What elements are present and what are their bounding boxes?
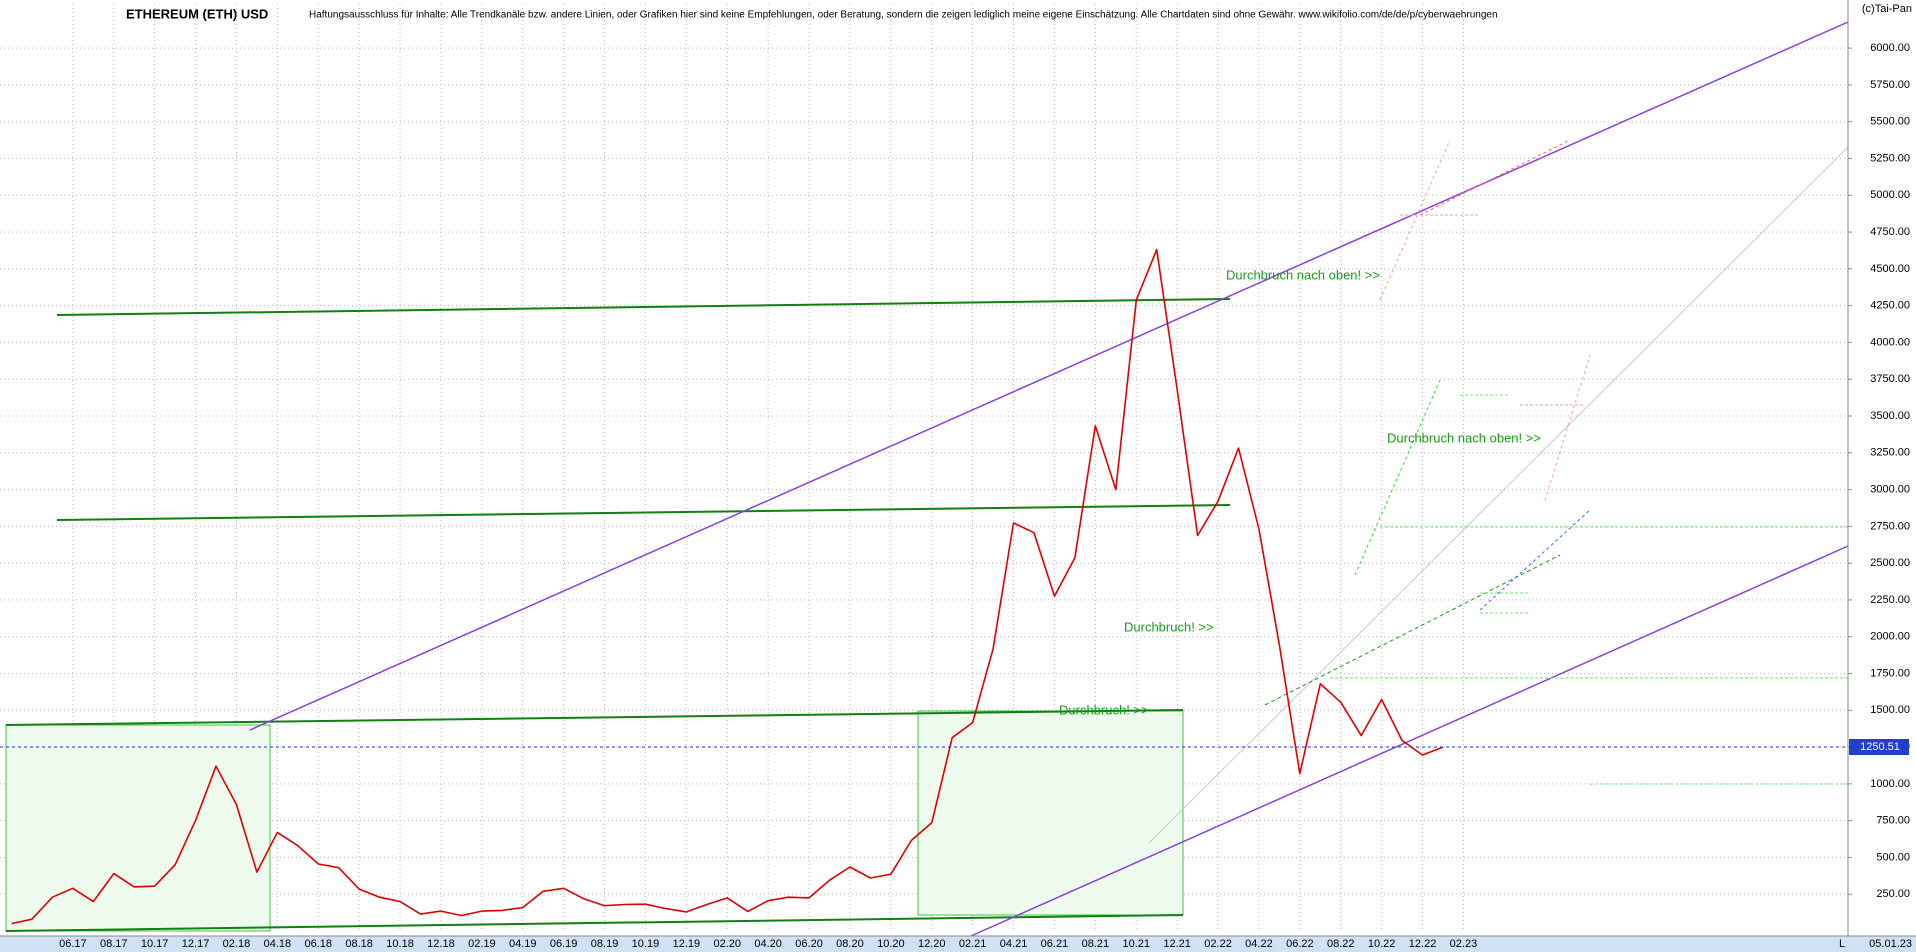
last-price-box	[1849, 738, 1909, 755]
y-tick-label: 1500.00	[1870, 704, 1910, 716]
y-axis-panel	[1848, 0, 1916, 936]
disclaimer: Haftungsausschluss für Inhalte: Alle Tre…	[309, 10, 1498, 21]
y-tick-label: 3000.00	[1870, 483, 1910, 495]
x-tick-label: 06.17	[59, 938, 87, 950]
x-tick-label: 02.20	[713, 938, 741, 950]
x-tick-label: 08.22	[1327, 938, 1355, 950]
y-tick-label: 3750.00	[1870, 373, 1910, 385]
x-tick-label: 06.18	[304, 938, 332, 950]
x-tick-label: 04.18	[264, 938, 292, 950]
x-tick-label: 06.22	[1286, 938, 1314, 950]
x-tick-label: 08.21	[1082, 938, 1110, 950]
y-tick-label: 5750.00	[1870, 79, 1910, 91]
x-tick-label: 12.21	[1163, 938, 1191, 950]
x-tick-label: 12.19	[673, 938, 701, 950]
x-tick-label: 10.20	[877, 938, 905, 950]
y-tick-label: 4000.00	[1870, 336, 1910, 348]
range-box	[917, 710, 1184, 916]
y-tick-label: 5500.00	[1870, 116, 1910, 128]
x-tick-label: 04.22	[1245, 938, 1273, 950]
trend-lines	[5, 21, 1849, 937]
x-tick-label: 06.20	[795, 938, 823, 950]
y-tick-label: 1000.00	[1870, 778, 1910, 790]
y-tick-label: 2750.00	[1870, 520, 1910, 532]
date-label: 05.01.23	[1869, 938, 1912, 950]
x-tick-label: 02.23	[1450, 938, 1478, 950]
data-layer: Durchbruch nach oben! >> Durchbruch nach …	[0, 248, 1848, 925]
x-tick-label: 02.19	[468, 938, 496, 950]
last-price-label: 1250.51	[1860, 741, 1900, 753]
x-tick-label: 02.18	[223, 938, 251, 950]
y-tick-label: 4250.00	[1870, 300, 1910, 312]
x-tick-label: 12.18	[427, 938, 455, 950]
y-tick-label: 4500.00	[1870, 263, 1910, 275]
y-tick-label: 2000.00	[1870, 631, 1910, 643]
copyright: (c)Tai-Pan	[1862, 3, 1912, 15]
y-tick-label: 500.00	[1876, 851, 1910, 863]
annotation: Durchbruch nach oben! >>	[1387, 430, 1541, 445]
x-tick-label: 10.21	[1122, 938, 1150, 950]
y-tick-label: 5000.00	[1870, 189, 1910, 201]
y-tick-label: 1750.00	[1870, 667, 1910, 679]
annotation: Durchbruch nach oben! >>	[1226, 267, 1380, 282]
annotation: Durchbruch! >>	[1059, 702, 1149, 717]
price-line	[11, 248, 1444, 925]
grid	[0, 4, 1848, 931]
x-tick-label: 02.22	[1204, 938, 1232, 950]
annotation: Durchbruch! >>	[1124, 619, 1214, 634]
x-tick-label: 08.19	[591, 938, 619, 950]
x-tick-label: 06.19	[550, 938, 578, 950]
y-tick-label: 2250.00	[1870, 594, 1910, 606]
x-tick-label: 12.17	[182, 938, 210, 950]
x-tick-label: 10.19	[632, 938, 660, 950]
range-box	[5, 724, 271, 932]
x-tick-label: 08.18	[345, 938, 373, 950]
y-tick-label: 5250.00	[1870, 152, 1910, 164]
y-tick-label: 3250.00	[1870, 447, 1910, 459]
x-tick-label: 12.20	[918, 938, 946, 950]
y-tick-label: 6000.00	[1870, 42, 1910, 54]
y-tick-label: 2500.00	[1870, 557, 1910, 569]
x-tick-label: 08.17	[100, 938, 128, 950]
y-tick-label: 250.00	[1876, 888, 1910, 900]
x-tick-label: 02.21	[959, 938, 987, 950]
x-tick-label: 04.20	[754, 938, 782, 950]
axis-flag: L	[1839, 938, 1845, 950]
x-tick-label: 10.17	[141, 938, 169, 950]
x-axis-strip	[0, 936, 1916, 952]
x-tick-label: 06.21	[1041, 938, 1069, 950]
y-tick-label: 4750.00	[1870, 226, 1910, 238]
x-tick-label: 12.22	[1409, 938, 1437, 950]
y-tick-label: 3500.00	[1870, 410, 1910, 422]
axes: 250.00500.00750.001000.001250.001500.001…	[59, 42, 1910, 950]
x-tick-label: 04.21	[1000, 938, 1028, 950]
x-tick-label: 10.18	[386, 938, 414, 950]
x-tick-label: 08.20	[836, 938, 864, 950]
x-tick-label: 04.19	[509, 938, 537, 950]
x-tick-label: 10.22	[1368, 938, 1396, 950]
chart-title: ETHEREUM (ETH) USD	[126, 6, 268, 21]
y-tick-label: 750.00	[1876, 815, 1910, 827]
